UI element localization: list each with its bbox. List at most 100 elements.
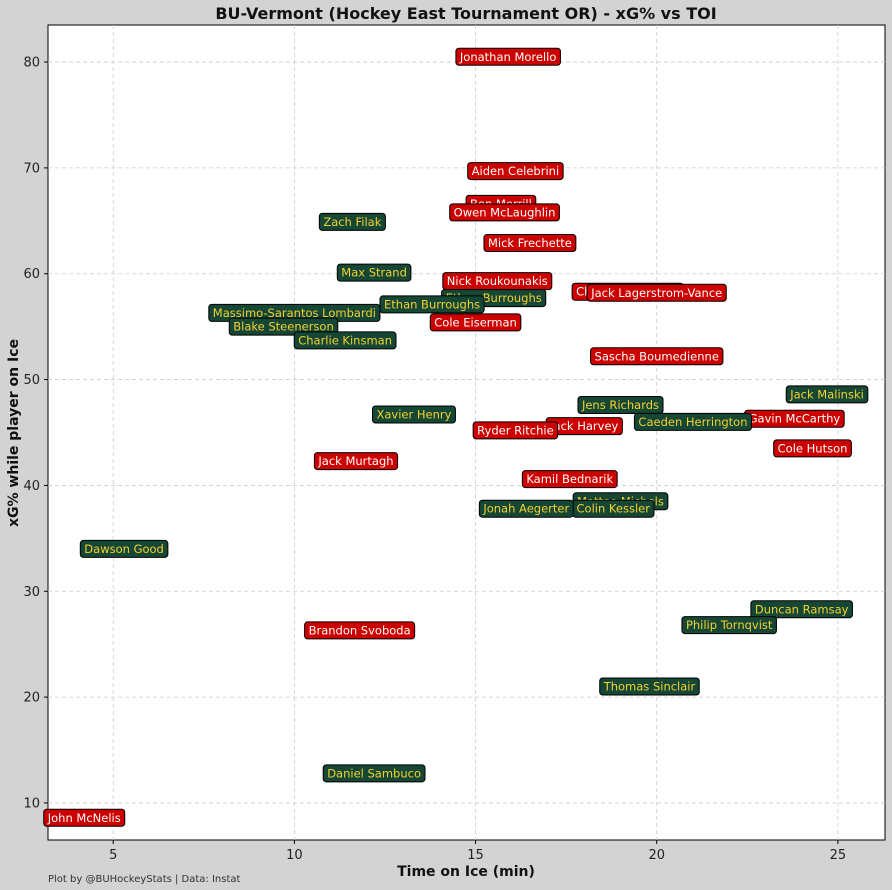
player-label-box: [293, 331, 397, 350]
player-point: Ethan Burroughs: [379, 295, 485, 314]
player-point: Philip Tornqvist: [681, 616, 777, 635]
player-label-box: [449, 203, 560, 222]
player-label: Duncan Ramsay: [755, 602, 849, 616]
player-label-box: [472, 421, 559, 440]
player-label: Daniel Sambuco: [327, 766, 421, 780]
player-point: Sascha Boumedienne: [590, 347, 724, 366]
player-label: Aiden Celebrini: [472, 164, 559, 178]
player-label: Xavier Henry: [376, 408, 451, 422]
player-label-box: [371, 405, 456, 424]
player-label: Caeden Herrington: [638, 415, 747, 429]
player-label: Sascha Boumedienne: [595, 349, 719, 363]
player-point: Nick Roukounakis: [442, 272, 553, 291]
player-label-box: [599, 677, 700, 696]
player-label: Brandon Svoboda: [309, 623, 411, 637]
player-point: John McNelis: [43, 808, 126, 827]
player-label-box: [429, 313, 522, 332]
player-label: Jack Lagerstrom-Vance: [590, 286, 722, 300]
player-label: Blake Steenerson: [233, 320, 333, 334]
player-point: Jack Malinski: [785, 385, 869, 404]
player-point: Jack Harvey: [545, 417, 623, 436]
y-tick-label: 30: [23, 585, 40, 600]
player-point: Caeden Herrington: [633, 412, 753, 431]
player-point: Owen McLaughlin: [449, 203, 560, 222]
player-point: Jonah Aegerter: [478, 499, 574, 518]
player-point: Max Strand: [336, 263, 412, 282]
player-point: Cole Eiserman: [429, 313, 522, 332]
y-axis-label: xG% while player on Ice: [6, 339, 22, 527]
player-label-box: [467, 162, 564, 181]
player-label-box: [379, 295, 485, 314]
player-label-box: [521, 470, 618, 489]
player-label: Dawson Good: [84, 542, 164, 556]
player-label-box: [633, 412, 753, 431]
player-label: Jack Murtagh: [317, 454, 393, 468]
player-label: Cole Hutson: [778, 441, 848, 455]
player-label: Ethan Burroughs: [384, 297, 480, 311]
y-tick-label: 40: [23, 479, 40, 494]
player-label: Owen McLaughlin: [454, 205, 556, 219]
player-point: Jack Murtagh: [313, 452, 399, 471]
player-label-box: [773, 439, 852, 458]
axis-ticks: 5 10 15 20 25 10 20 30 40 50 60 70 80: [23, 56, 846, 863]
player-label-box: [228, 317, 339, 336]
player-label: Ryder Ritchie: [477, 423, 554, 437]
y-tick-label: 70: [23, 161, 40, 176]
player-point: Brandon Svoboda: [304, 621, 416, 640]
player-label: Max Strand: [341, 266, 407, 280]
player-label: Jonathan Morello: [459, 50, 557, 64]
player-label: Jonah Aegerter: [482, 502, 569, 516]
player-label: Nick Roukounakis: [447, 274, 548, 288]
player-point: Colin Kessler: [572, 499, 655, 518]
x-tick-label: 15: [467, 848, 484, 863]
x-tick-label: 5: [109, 848, 117, 863]
player-point: Kamil Bednarik: [521, 470, 618, 489]
player-point: Cole Hutson: [773, 439, 852, 458]
player-point: Charlie Kinsman: [293, 331, 397, 350]
player-label: Thomas Sinclair: [603, 680, 696, 694]
player-label-box: [483, 234, 577, 253]
player-label-box: [681, 616, 777, 635]
player-point: Aiden Celebrini: [467, 162, 564, 181]
player-label: Massimo-Sarantos Lombardi: [213, 306, 376, 320]
player-point: Zach Filak: [318, 212, 386, 231]
player-point: Massimo-Sarantos Lombardi: [208, 303, 381, 322]
player-label-box: [79, 539, 169, 558]
player-point: Thomas Sinclair: [599, 677, 700, 696]
player-label-box: [586, 283, 727, 302]
x-axis-label: Time on Ice (min): [397, 864, 535, 880]
player-label: Gavin McCarthy: [749, 412, 841, 426]
player-label: John McNelis: [47, 811, 121, 825]
player-label: Mick Frechette: [488, 236, 572, 250]
player-label: Jack Malinski: [789, 387, 864, 401]
player-label-box: [304, 621, 416, 640]
player-point: Gavin McCarthy: [744, 409, 845, 428]
player-point: Mick Frechette: [483, 234, 577, 253]
player-label: Colin Kessler: [577, 502, 651, 516]
y-tick-label: 10: [23, 796, 40, 811]
player-point: Dawson Good: [79, 539, 169, 558]
y-tick-label: 50: [23, 373, 40, 388]
x-tick-label: 10: [286, 848, 303, 863]
x-tick-label: 20: [648, 848, 665, 863]
player-label-box: [590, 347, 724, 366]
y-tick-label: 60: [23, 267, 40, 282]
player-label-box: [43, 808, 126, 827]
player-label: Jens Richards: [581, 398, 659, 412]
player-label: Cole Eiserman: [434, 315, 517, 329]
player-label-box: [318, 212, 386, 231]
player-label: Philip Tornqvist: [686, 618, 773, 632]
player-label: Zach Filak: [323, 215, 381, 229]
credit-text: Plot by @BUHockeyStats | Data: Instat: [48, 874, 241, 885]
player-label: Kamil Bednarik: [526, 472, 613, 486]
player-label: Charlie Kinsman: [298, 333, 392, 347]
player-label: Jack Harvey: [549, 419, 618, 433]
player-point: Daniel Sambuco: [322, 764, 426, 783]
player-label-box: [750, 600, 853, 619]
player-point: Ryder Ritchie: [472, 421, 559, 440]
player-point: Jens Richards: [577, 395, 664, 414]
player-label-box: [322, 764, 426, 783]
chart-title: BU-Vermont (Hockey East Tournament OR) -…: [215, 4, 716, 23]
